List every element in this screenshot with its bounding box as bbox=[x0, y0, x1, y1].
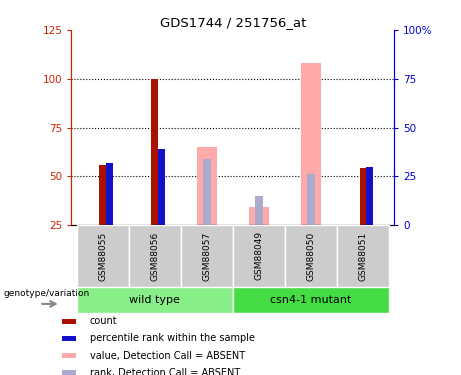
Bar bbox=[181, 225, 233, 287]
Text: GSM88055: GSM88055 bbox=[98, 231, 107, 280]
Bar bbox=[249, 207, 269, 225]
Text: GSM88056: GSM88056 bbox=[150, 231, 159, 280]
Bar bbox=[106, 163, 113, 225]
Bar bbox=[158, 149, 165, 225]
Bar bbox=[233, 287, 389, 313]
Bar bbox=[307, 174, 315, 225]
Text: value, Detection Call = ABSENT: value, Detection Call = ABSENT bbox=[90, 351, 245, 360]
Bar bbox=[233, 225, 285, 287]
Text: percentile rank within the sample: percentile rank within the sample bbox=[90, 333, 255, 344]
Bar bbox=[366, 166, 373, 225]
Bar bbox=[360, 168, 366, 225]
Bar bbox=[62, 319, 76, 324]
Text: count: count bbox=[90, 316, 118, 326]
Bar bbox=[62, 336, 76, 341]
Bar bbox=[62, 353, 76, 358]
Text: wild type: wild type bbox=[129, 295, 180, 305]
Bar bbox=[77, 225, 129, 287]
Bar bbox=[62, 370, 76, 375]
Text: GSM88057: GSM88057 bbox=[202, 231, 211, 280]
Text: GSM88051: GSM88051 bbox=[358, 231, 367, 280]
Title: GDS1744 / 251756_at: GDS1744 / 251756_at bbox=[160, 16, 306, 29]
Bar bbox=[129, 225, 181, 287]
Text: rank, Detection Call = ABSENT: rank, Detection Call = ABSENT bbox=[90, 368, 240, 375]
Text: csn4-1 mutant: csn4-1 mutant bbox=[270, 295, 352, 305]
Bar bbox=[99, 165, 106, 225]
Bar bbox=[301, 63, 321, 225]
Bar bbox=[77, 287, 233, 313]
Bar bbox=[197, 147, 217, 225]
Bar bbox=[285, 225, 337, 287]
Text: genotype/variation: genotype/variation bbox=[4, 289, 90, 298]
Bar bbox=[337, 225, 389, 287]
Bar bbox=[255, 196, 263, 225]
Text: GSM88050: GSM88050 bbox=[307, 231, 315, 280]
Bar bbox=[203, 159, 211, 225]
Bar bbox=[151, 79, 158, 225]
Text: GSM88049: GSM88049 bbox=[254, 231, 263, 280]
